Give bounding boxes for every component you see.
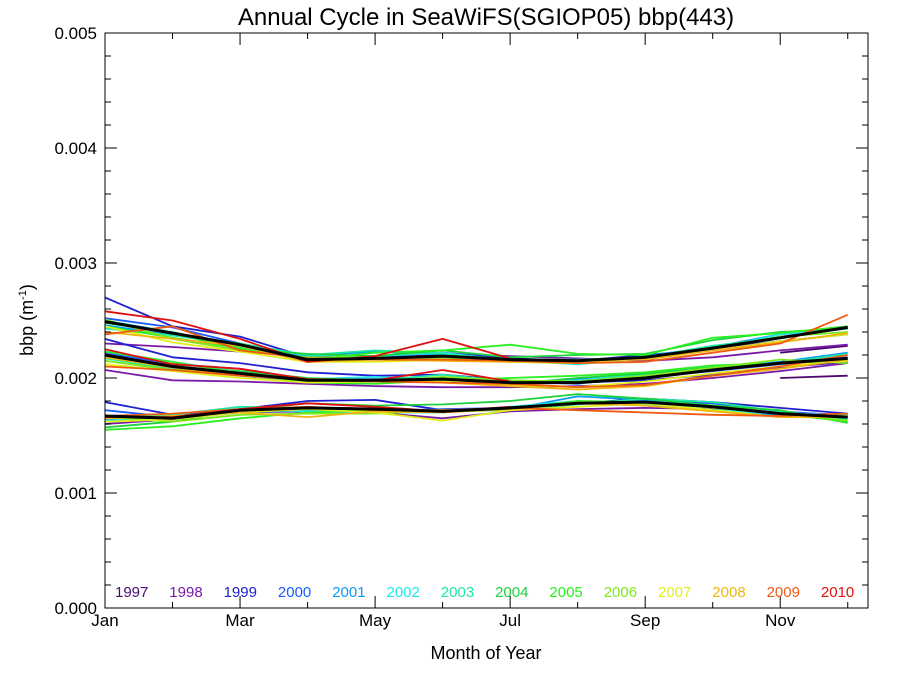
- series-line-1997-0: [780, 374, 848, 379]
- series-line-2009-0: [104, 313, 849, 365]
- mean-line-0: [104, 320, 848, 363]
- mean-line-2: [104, 400, 848, 420]
- y-tick-label: 0.005: [54, 24, 97, 43]
- series-line-2009-1: [104, 354, 848, 389]
- legend-entry-2000: 2000: [278, 584, 311, 601]
- series-line-1999-0: [104, 296, 848, 362]
- plot-lines: [104, 296, 849, 431]
- legend: 1997 1998 1999 2000 2001 2002 2003 2004 2005 2006…: [115, 584, 854, 601]
- x-axis-label: Month of Year: [430, 643, 541, 663]
- legend-entry-1999: 1999: [224, 584, 257, 601]
- y-axis-label: bbp (m-1): [17, 284, 37, 356]
- legend-entry-2001: 2001: [332, 584, 365, 601]
- y-tick-label: 0.001: [54, 484, 97, 503]
- plot-frame: [104, 32, 869, 609]
- legend-entry-2002: 2002: [387, 584, 420, 601]
- x-tick-label: Sep: [630, 611, 660, 630]
- legend-entry-2003: 2003: [441, 584, 474, 601]
- chart-title: Annual Cycle in SeaWiFS(SGIOP05) bbp(443…: [238, 4, 734, 31]
- y-tick-label: 0.003: [54, 254, 97, 273]
- axis-ticks: [104, 32, 868, 609]
- series-line-1998-0: [104, 362, 848, 389]
- legend-entry-2004: 2004: [495, 584, 528, 601]
- legend-entry-2006: 2006: [604, 584, 637, 601]
- y-axis-label-base: bbp (m: [17, 300, 37, 356]
- x-tick-label: Mar: [225, 611, 255, 630]
- axis-tick-labels: 0.000 0.001 0.002 0.003 0.004 0.005 Jan Mar May J…: [54, 24, 795, 630]
- y-axis-label-sup: -1: [17, 290, 29, 300]
- y-tick-label: 0.000: [54, 599, 97, 618]
- x-tick-label: May: [359, 611, 392, 630]
- legend-entry-2005: 2005: [549, 584, 582, 601]
- legend-entry-2009: 2009: [767, 584, 800, 601]
- series-line-2010-0: [104, 310, 511, 363]
- legend-entry-1997: 1997: [115, 584, 148, 601]
- y-axis-label-close: ): [17, 284, 37, 290]
- mean-line-1: [104, 353, 848, 385]
- legend-entry-2010: 2010: [821, 584, 854, 601]
- x-tick-label: Nov: [765, 611, 796, 630]
- legend-entry-2008: 2008: [712, 584, 745, 601]
- legend-entry-2007: 2007: [658, 584, 691, 601]
- series-line-1997-1: [780, 344, 848, 354]
- y-tick-label: 0.004: [54, 139, 97, 158]
- y-tick-label: 0.002: [54, 369, 97, 388]
- x-tick-label: Jul: [499, 611, 521, 630]
- legend-entry-1998: 1998: [169, 584, 202, 601]
- series-line-2008-0: [104, 331, 848, 363]
- x-tick-label: Jan: [91, 611, 118, 630]
